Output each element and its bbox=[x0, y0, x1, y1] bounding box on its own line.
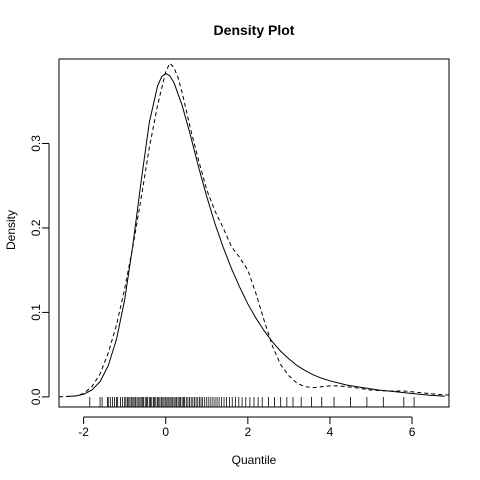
x-tick-label: 2 bbox=[244, 425, 251, 439]
y-axis: 0.0 0.1 0.2 0.3 bbox=[29, 135, 50, 405]
x-axis-label: Quantile bbox=[232, 453, 277, 467]
chart-title: Density Plot bbox=[214, 22, 295, 38]
rug-marks bbox=[89, 397, 415, 407]
x-tick-label: 4 bbox=[327, 425, 334, 439]
density-curve-solid bbox=[67, 72, 445, 397]
y-tick-label: 0.3 bbox=[29, 135, 43, 152]
y-tick-label: 0.1 bbox=[29, 304, 43, 321]
y-tick-label: 0.2 bbox=[29, 219, 43, 236]
x-tick-label: -2 bbox=[78, 425, 89, 439]
plot-frame bbox=[58, 58, 450, 408]
x-tick-label: 6 bbox=[409, 425, 416, 439]
x-axis: -2 0 2 4 6 bbox=[78, 416, 416, 439]
x-tick-label: 0 bbox=[162, 425, 169, 439]
density-curves bbox=[58, 62, 450, 398]
y-tick-label: 0.0 bbox=[29, 388, 43, 405]
y-axis-label: Density bbox=[4, 210, 18, 250]
